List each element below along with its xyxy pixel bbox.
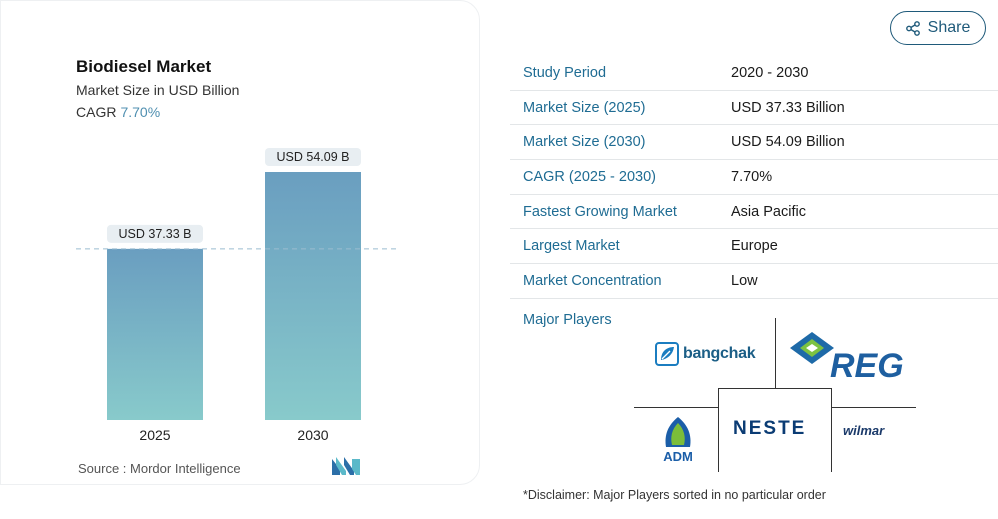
- info-value: 2020 - 2030: [731, 64, 809, 81]
- chart-cagr: CAGR 7.70%: [76, 104, 160, 120]
- info-key: Market Size (2025): [523, 99, 646, 116]
- neste-logo: NESTE: [733, 418, 807, 439]
- info-row-market-size-2030: Market Size (2030) USD 54.09 Billion: [510, 125, 998, 161]
- chart-card: Biodiesel Market Market Size in USD Bill…: [0, 0, 480, 485]
- chart-title: Biodiesel Market: [76, 57, 212, 76]
- info-row-concentration: Market Concentration Low: [510, 264, 998, 299]
- info-row-fastest-growing: Fastest Growing Market Asia Pacific: [510, 195, 998, 230]
- adm-text: ADM: [663, 449, 693, 463]
- share-label: Share: [927, 19, 971, 36]
- bar-chart: USD 37.33 B 2025 USD 54.09 B 2030: [76, 148, 396, 443]
- info-key: Largest Market: [523, 238, 620, 255]
- cagr-label: CAGR: [76, 104, 117, 120]
- data-label-background: [107, 224, 203, 243]
- data-label-background: [265, 148, 361, 166]
- mordor-logo-icon: [332, 457, 360, 475]
- wilmar-logo: wilmar: [843, 423, 884, 438]
- adm-logo: ADM: [663, 417, 693, 463]
- source: Source : Mordor Intelligence: [78, 461, 241, 476]
- bangchak-logo: bangchak: [655, 342, 756, 366]
- cagr-value: 7.70%: [120, 104, 161, 120]
- players-divider: [634, 407, 718, 408]
- players-divider: [718, 388, 832, 472]
- info-row-market-size-2025: Market Size (2025) USD 37.33 Billion: [510, 91, 998, 126]
- source-name: Mordor Intelligence: [130, 461, 241, 476]
- info-value: 7.70%: [731, 168, 773, 185]
- info-key: Market Concentration: [523, 272, 662, 289]
- bar-2030: [265, 172, 361, 420]
- info-value: USD 54.09 Billion: [731, 134, 845, 151]
- info-row-study-period: Study Period 2020 - 2030: [510, 56, 998, 91]
- info-key: Study Period: [523, 64, 607, 81]
- info-value: USD 37.33 Billion: [731, 99, 845, 116]
- info-row-cagr: CAGR (2025 - 2030) 7.70%: [510, 160, 998, 195]
- bar-2025: [107, 248, 203, 420]
- disclaimer: *Disclaimer: Major Players sorted in no …: [523, 488, 826, 502]
- info-value: Europe: [731, 238, 778, 255]
- bangchak-leaf-icon: [655, 342, 679, 366]
- x-tick-label: 2030: [297, 427, 328, 443]
- source-label: Source :: [78, 461, 127, 476]
- major-players-label: Major Players: [523, 312, 612, 328]
- data-label: USD 54.09 B: [277, 150, 350, 164]
- reg-text: REG: [830, 347, 904, 382]
- data-label: USD 37.33 B: [119, 227, 192, 241]
- wilmar-text: wilmar: [843, 423, 885, 438]
- info-key: Fastest Growing Market: [523, 203, 677, 220]
- players-divider: [832, 407, 916, 408]
- info-key: Market Size (2030): [523, 134, 646, 151]
- info-value: Asia Pacific: [731, 203, 806, 220]
- players-divider: [775, 318, 776, 388]
- chart-subtitle: Market Size in USD Billion: [76, 82, 240, 98]
- info-row-largest-market: Largest Market Europe: [510, 229, 998, 265]
- info-key: CAGR (2025 - 2030): [523, 168, 656, 185]
- reg-logo: REG: [790, 332, 904, 382]
- bangchak-text: bangchak: [683, 345, 756, 362]
- x-tick-label: 2025: [139, 427, 170, 443]
- info-value: Low: [731, 272, 758, 289]
- market-info-table: Study Period 2020 - 2030 Market Size (20…: [510, 56, 998, 299]
- share-icon: [905, 20, 920, 36]
- share-button[interactable]: Share: [890, 11, 986, 45]
